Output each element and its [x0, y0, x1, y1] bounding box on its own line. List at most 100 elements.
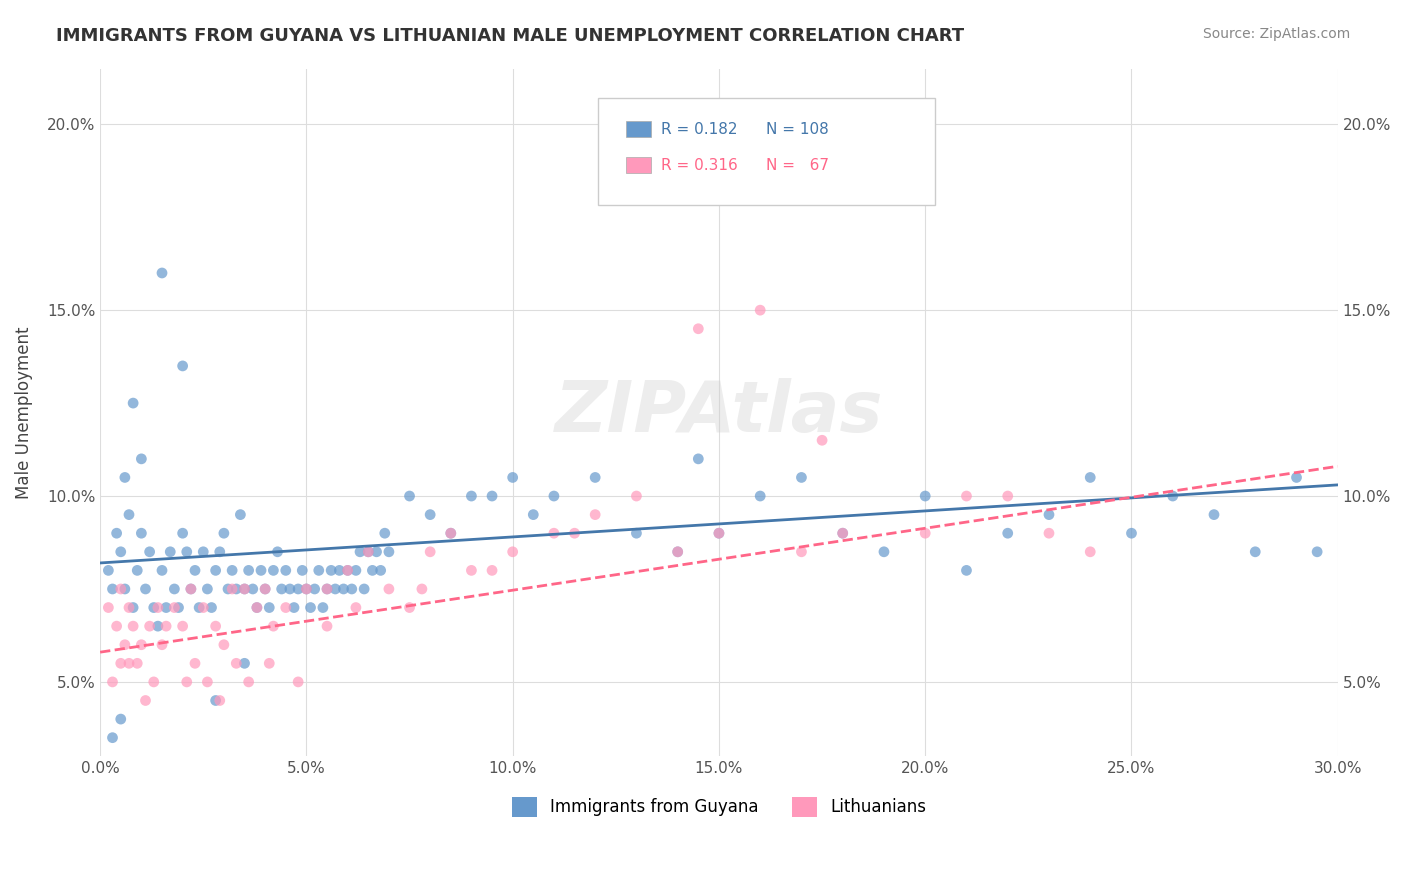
Point	[564, 526, 586, 541]
Point	[97, 563, 120, 577]
Point	[246, 600, 269, 615]
Point	[1202, 508, 1225, 522]
Point	[131, 451, 153, 466]
Point	[316, 582, 339, 596]
Point	[790, 470, 813, 484]
Point	[101, 674, 124, 689]
Point	[340, 582, 363, 596]
Point	[127, 657, 149, 671]
Point	[146, 619, 169, 633]
Point	[110, 657, 132, 671]
Point	[242, 582, 264, 596]
Point	[212, 638, 235, 652]
Point	[688, 451, 710, 466]
Text: R = 0.182: R = 0.182	[661, 122, 737, 136]
Point	[118, 657, 141, 671]
Point	[131, 638, 153, 652]
Point	[914, 489, 936, 503]
Point	[666, 545, 689, 559]
Point	[502, 545, 524, 559]
Point	[831, 526, 853, 541]
Point	[336, 563, 359, 577]
Point	[163, 582, 186, 596]
Point	[225, 657, 247, 671]
Point	[229, 508, 252, 522]
Point	[440, 526, 463, 541]
Point	[1038, 508, 1060, 522]
Point	[208, 693, 231, 707]
Point	[138, 545, 160, 559]
Point	[1285, 470, 1308, 484]
Point	[184, 657, 207, 671]
Point	[176, 545, 198, 559]
Point	[105, 619, 128, 633]
Point	[460, 563, 482, 577]
Point	[238, 563, 260, 577]
Point	[357, 545, 380, 559]
Point	[419, 508, 441, 522]
Point	[374, 526, 396, 541]
Point	[502, 470, 524, 484]
Point	[626, 526, 648, 541]
Point	[370, 563, 392, 577]
Point	[180, 582, 202, 596]
Point	[259, 600, 281, 615]
Point	[357, 545, 380, 559]
Point	[246, 600, 269, 615]
Point	[233, 582, 256, 596]
Point	[110, 545, 132, 559]
Point	[212, 526, 235, 541]
Point	[1078, 470, 1101, 484]
Point	[543, 526, 565, 541]
Point	[707, 526, 730, 541]
Point	[398, 489, 420, 503]
Text: ZIPAtlas: ZIPAtlas	[555, 378, 883, 447]
Point	[312, 600, 335, 615]
Point	[172, 359, 194, 373]
Point	[378, 582, 401, 596]
Point	[114, 638, 136, 652]
Point	[225, 582, 247, 596]
Point	[749, 303, 772, 318]
Point	[274, 563, 297, 577]
Point	[955, 489, 977, 503]
Point	[204, 693, 226, 707]
Point	[1306, 545, 1329, 559]
Point	[134, 693, 156, 707]
Text: N = 108: N = 108	[766, 122, 830, 136]
Point	[283, 600, 305, 615]
Point	[97, 600, 120, 615]
Text: R = 0.316: R = 0.316	[661, 158, 738, 172]
Point	[308, 563, 330, 577]
Point	[914, 526, 936, 541]
Text: N =   67: N = 67	[766, 158, 830, 172]
Point	[688, 322, 710, 336]
Point	[134, 582, 156, 596]
Point	[460, 489, 482, 503]
Point	[127, 563, 149, 577]
Point	[204, 619, 226, 633]
Point	[188, 600, 211, 615]
Point	[873, 545, 896, 559]
Point	[114, 470, 136, 484]
Point	[262, 619, 284, 633]
Point	[233, 582, 256, 596]
Point	[150, 266, 173, 280]
Point	[131, 526, 153, 541]
Point	[1244, 545, 1267, 559]
Point	[1161, 489, 1184, 503]
Point	[583, 508, 606, 522]
Point	[295, 582, 318, 596]
Point	[146, 600, 169, 615]
Point	[291, 563, 314, 577]
Point	[707, 526, 730, 541]
Point	[142, 674, 165, 689]
Point	[180, 582, 202, 596]
Point	[193, 600, 215, 615]
Point	[626, 489, 648, 503]
Point	[110, 712, 132, 726]
Point	[114, 582, 136, 596]
Point	[221, 563, 243, 577]
Point	[204, 563, 226, 577]
Point	[110, 582, 132, 596]
